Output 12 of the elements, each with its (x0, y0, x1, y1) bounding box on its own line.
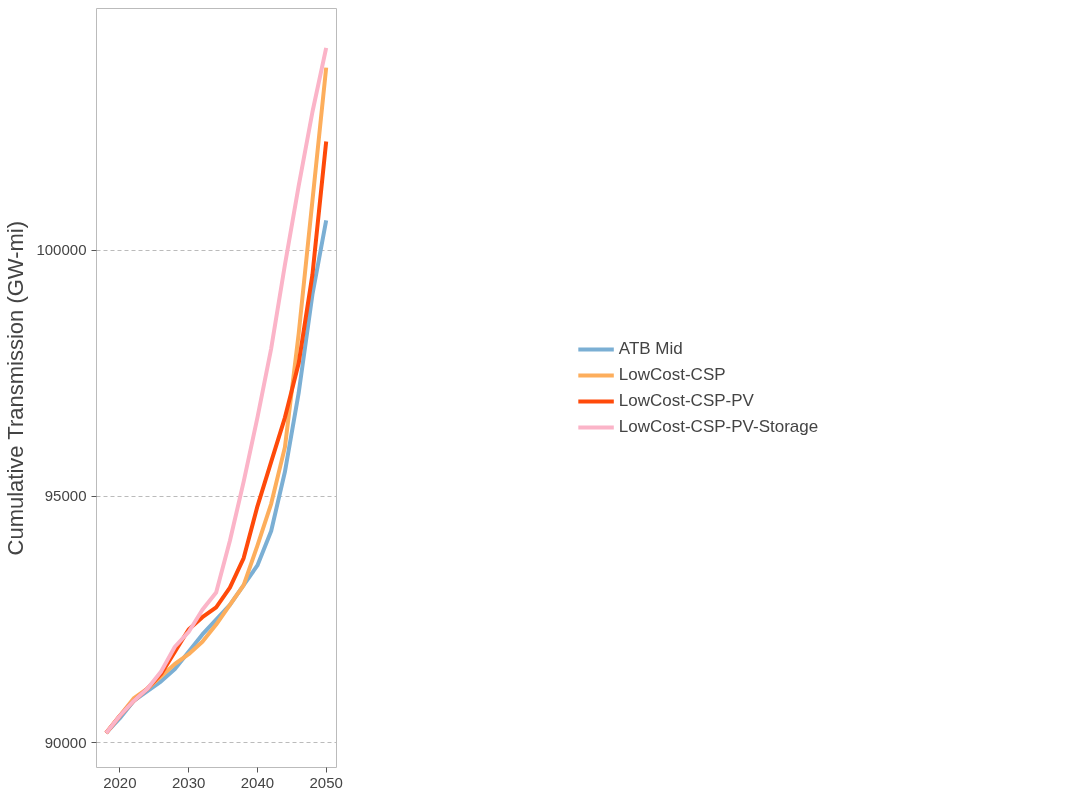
y-tick-label: 100000 (36, 241, 87, 258)
legend-label: LowCost-CSP-PV-Storage (618, 416, 819, 437)
y-tick-label: 95000 (44, 487, 87, 505)
x-tick-label: 2020 (103, 773, 137, 791)
x-tick-label: 2050 (309, 773, 343, 791)
x-tick-label: 2030 (171, 773, 206, 791)
y-tick-label: 90000 (44, 733, 87, 751)
legend-label: LowCost-CSP (618, 364, 726, 385)
legend-label: ATB Mid (618, 338, 683, 359)
legend-label: LowCost-CSP-PV (618, 390, 754, 411)
y-axis-title: Cumulative Transmission (GW-mi) (3, 220, 29, 556)
x-tick-label: 2040 (240, 773, 275, 791)
